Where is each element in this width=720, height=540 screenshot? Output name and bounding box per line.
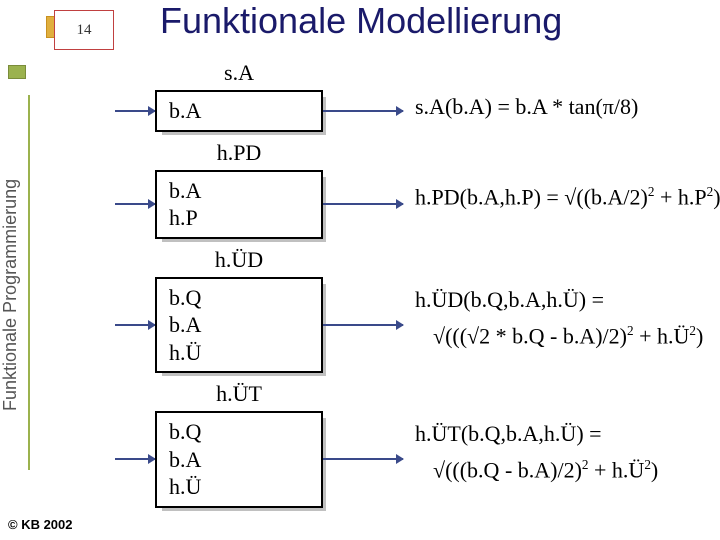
arrow-out-icon [323,110,403,112]
page-number: 14 [77,22,92,39]
func-inputs: b.Q b.A h.Ü [169,285,201,365]
func-formula: s.A(b.A) = b.A * tan(π/8) [415,94,638,120]
arrow-out-icon [323,324,403,326]
arrow-in-icon [115,110,155,112]
diagram-content: s.A b.A s.A(b.A) = b.A * tan(π/8) h.PD b… [115,60,715,516]
arrow-in-icon [115,324,155,326]
func-block-hUT: h.ÜT b.Q b.A h.Ü h.ÜT(b.Q,b.A,h.Ü) = √((… [115,381,715,508]
func-inputs: b.Q b.A h.Ü [169,419,201,499]
func-box: b.A h.P [155,170,323,239]
arrow-out-icon [323,458,403,460]
func-box: b.Q b.A h.Ü [155,411,323,508]
page-number-box: 14 [54,10,114,50]
func-name: h.PD [155,140,323,166]
func-inputs: b.A h.P [169,178,201,231]
func-formula: h.ÜD(b.Q,b.A,h.Ü) = √(((√2 * b.Q - b.A)/… [415,287,703,349]
func-block-sA: s.A b.A s.A(b.A) = b.A * tan(π/8) [115,60,715,132]
func-formula: h.PD(b.A,h.P) = √((b.A/2)2 + h.P2) [415,184,720,210]
func-name: h.ÜT [155,381,323,407]
func-block-hUD: h.ÜD b.Q b.A h.Ü h.ÜD(b.Q,b.A,h.Ü) = √((… [115,247,715,374]
func-name: s.A [155,60,323,86]
arrow-in-icon [115,458,155,460]
func-block-hPD: h.PD b.A h.P h.PD(b.A,h.P) = √((b.A/2)2 … [115,140,715,239]
arrow-out-icon [323,203,403,205]
sidebar-label: Funktionale Programmierung [0,140,30,450]
sidebar: Funktionale Programmierung [0,90,40,520]
func-name: h.ÜD [155,247,323,273]
func-formula: h.ÜT(b.Q,b.A,h.Ü) = √(((b.Q - b.A)/2)2 +… [415,421,658,483]
func-box: b.A [155,90,323,132]
copyright: © KB 2002 [8,517,73,532]
sidebar-accent [8,65,26,79]
func-inputs: b.A [169,98,201,123]
page-title: Funktionale Modellierung [160,0,562,42]
func-box: b.Q b.A h.Ü [155,277,323,374]
arrow-in-icon [115,203,155,205]
